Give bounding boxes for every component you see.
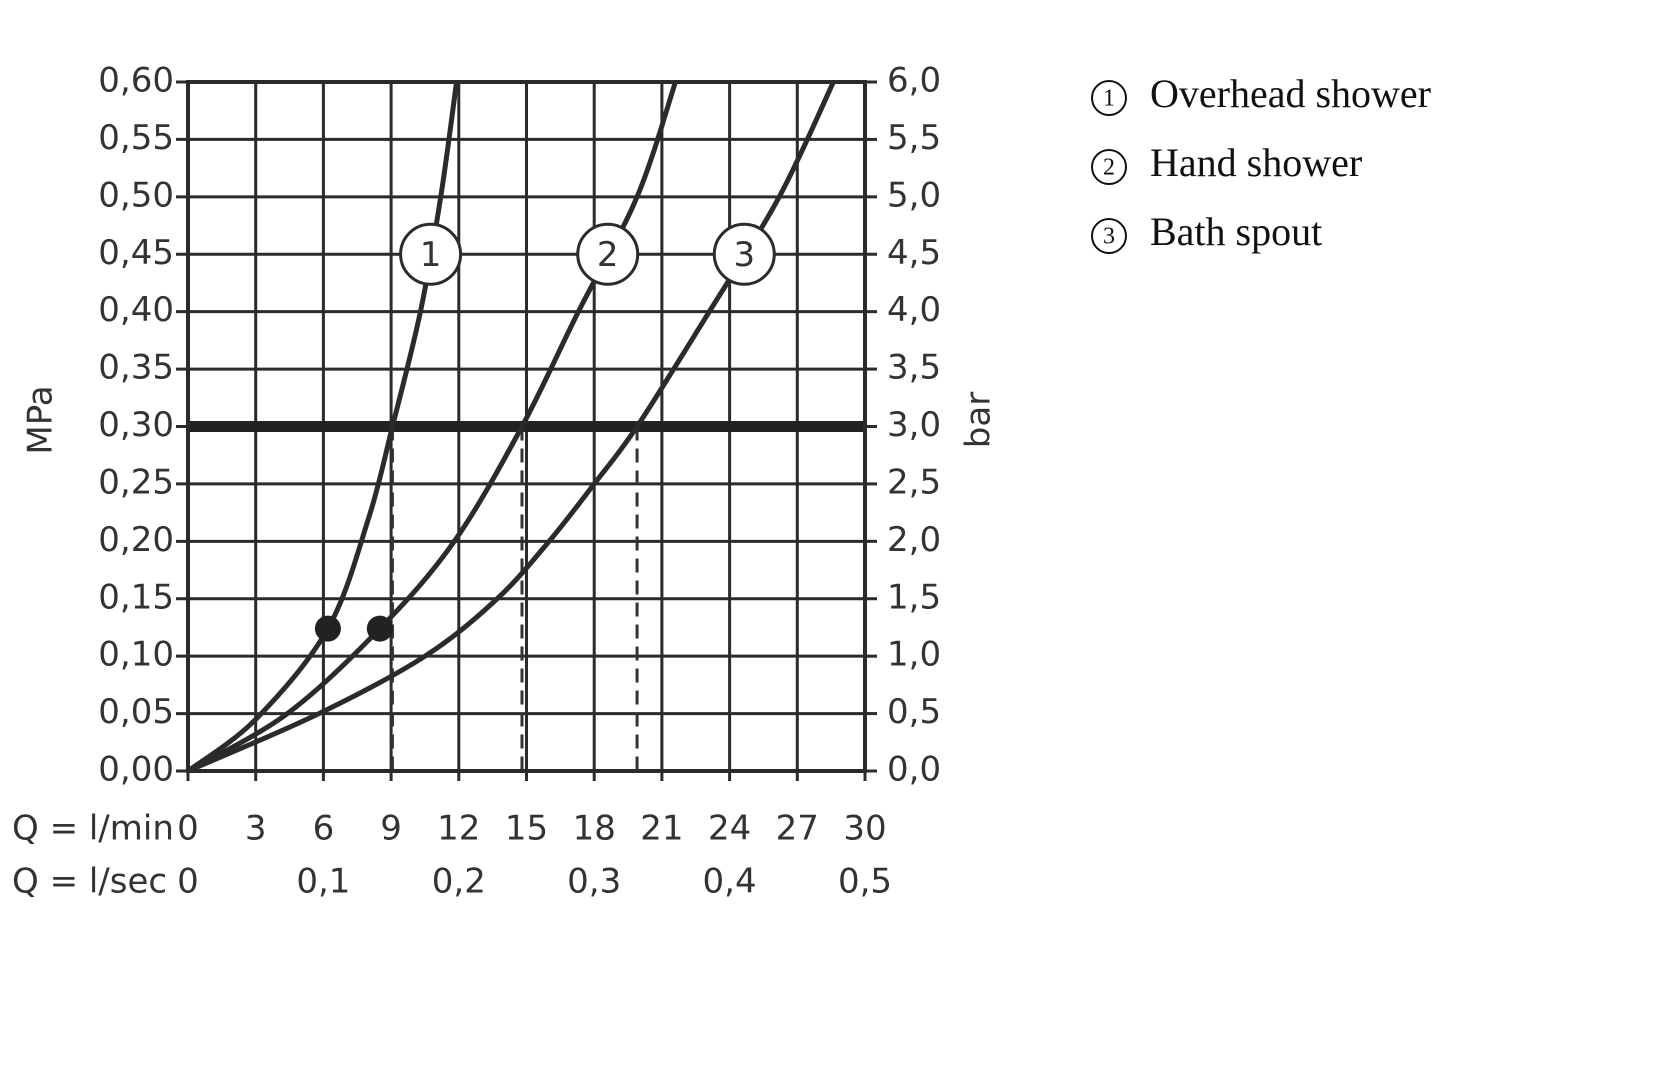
y2-tick-label: 1,5 [887,577,941,617]
y2-tick-label: 2,0 [887,520,941,560]
legend-marker: 2 [1103,155,1115,181]
y-tick-label: 0,30 [98,405,174,445]
y-tick-label: 0,00 [98,750,174,790]
x2-tick-label: 0,3 [567,862,621,902]
y-tick-label: 0,40 [98,290,174,330]
x-tick-label: 27 [776,809,819,849]
x-tick-label: 21 [640,809,683,849]
y2-tick-label: 0,5 [887,692,941,732]
y2-tick-label: 2,5 [887,462,941,502]
y-tick-label: 0,25 [98,462,174,502]
y2-tick-label: 4,5 [887,233,941,273]
x-tick-label: 18 [573,809,616,849]
y-axis-label: MPa [21,385,61,454]
y-tick-label: 0,35 [98,348,174,388]
x-tick-label: 30 [843,809,886,849]
y-tick-label: 0,20 [98,520,174,560]
legend-circle [1091,149,1127,185]
series-line [186,81,678,774]
x-tick-label: 3 [245,809,267,849]
y2-axis-label: bar [959,392,999,448]
y-tick-label: 0,50 [98,175,174,215]
y-tick-label: 0,55 [98,118,174,158]
curve-label: 2 [597,235,619,275]
curve-label-circle [399,222,463,286]
x-tick-label: 0 [177,809,199,849]
x2-tick-label: 0,5 [838,862,892,902]
y-tick-label: 0,60 [98,61,174,101]
legend-marker: 1 [1103,86,1115,112]
x2-tick-label: 0,1 [296,862,350,902]
legend-marker: 3 [1103,224,1115,250]
curve-label: 1 [420,235,442,275]
x-tick-label: 12 [437,809,480,849]
x-axis-label: Q = l/min [12,809,174,849]
x2-tick-label: 0 [177,862,199,902]
legend-circle [1091,80,1127,116]
x-tick-label: 24 [708,809,751,849]
curve-label: 3 [733,235,755,275]
y-tick-label: 0,15 [98,577,174,617]
y-tick-label: 0,10 [98,635,174,675]
y2-tick-label: 6,0 [887,61,941,101]
y-tick-label: 0,05 [98,692,174,732]
legend: 1 Overhead shower 2 Hand shower 3 Bath spout [1091,71,1431,254]
legend-circle [1091,218,1127,254]
x2-tick-label: 0,4 [703,862,757,902]
x2-axis-label: Q = l/sec [12,862,167,902]
plot-frame [186,80,867,773]
legend-label: Hand shower [1150,140,1362,185]
y2-tick-label: 3,0 [887,405,941,445]
y2-tick-label: 0,0 [887,750,941,790]
x-tick-label: 9 [380,809,402,849]
point [366,615,393,642]
y2-tick-label: 5,5 [887,118,941,158]
curve-label-circle [576,222,640,286]
y2-tick-label: 1,0 [887,635,941,675]
point [314,615,341,642]
legend-label: Overhead shower [1150,71,1431,116]
legend-label: Bath spout [1150,209,1322,254]
x2-tick-label: 0,2 [432,862,486,902]
curve-label-circle [712,222,776,286]
y2-tick-label: 3,5 [887,348,941,388]
series-line [186,81,460,774]
x-tick-label: 15 [505,809,548,849]
x-tick-label: 6 [313,809,335,849]
y-tick-label: 0,45 [98,233,174,273]
y2-tick-label: 5,0 [887,175,941,215]
y2-tick-label: 4,0 [887,290,941,330]
